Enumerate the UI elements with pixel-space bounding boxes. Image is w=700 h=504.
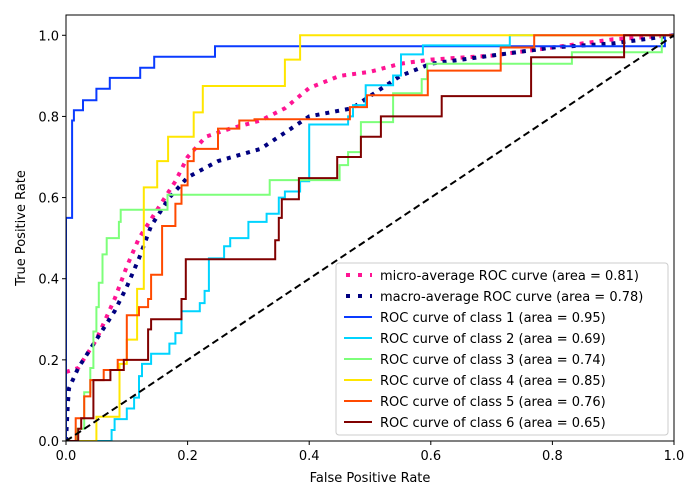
x-tick-label: 0.8 [542,449,563,464]
y-tick-label: 0.6 [38,192,59,207]
y-axis-label: True Positive Rate [14,170,29,287]
roc-curve-micro-average [66,33,674,374]
legend-item: micro-average ROC curve (area = 0.81) [346,269,639,284]
legend-label: macro-average ROC curve (area = 0.78) [380,290,643,305]
roc-curve-class-2 [66,34,674,441]
legend-label: ROC curve of class 5 (area = 0.76) [380,395,606,410]
y-tick-label: 0.8 [38,110,59,125]
legend-item: ROC curve of class 6 (area = 0.65) [344,416,606,431]
legend-label: ROC curve of class 6 (area = 0.65) [380,416,606,431]
plot-frame [65,14,675,442]
legend-item: macro-average ROC curve (area = 0.78) [346,290,643,305]
roc-curve-class-5 [66,34,674,441]
legend-label: micro-average ROC curve (area = 0.81) [380,269,639,284]
curves-layer [66,33,674,441]
x-tick-label: 0.6 [420,449,441,464]
x-tick-label: 1.0 [664,449,685,464]
x-tick-label: 0.2 [177,449,198,464]
roc-curve-class-4 [66,34,674,441]
legend-item: ROC curve of class 3 (area = 0.74) [344,353,606,368]
legend-item: ROC curve of class 1 (area = 0.95) [344,311,606,326]
y-tick-label: 0.2 [38,354,59,369]
legend-label: ROC curve of class 1 (area = 0.95) [380,311,606,326]
x-axis-label: False Positive Rate [310,471,431,486]
x-axis: 0.0 0.2 0.4 0.6 0.8 1.0 [56,441,685,464]
legend-label: ROC curve of class 2 (area = 0.69) [380,332,606,347]
x-tick-label: 0.0 [56,449,77,464]
x-tick-label: 0.4 [299,449,320,464]
legend-label: ROC curve of class 4 (area = 0.85) [380,374,606,389]
y-tick-label: 1.0 [38,29,59,44]
roc-curve-macro-average [66,33,674,441]
legend-item: ROC curve of class 4 (area = 0.85) [344,374,606,389]
y-tick-label: 0.4 [38,273,59,288]
legend-item: ROC curve of class 5 (area = 0.76) [344,395,606,410]
chance-diagonal [66,34,674,441]
y-axis: 0.0 0.2 0.4 0.6 0.8 1.0 [38,29,66,450]
legend-label: ROC curve of class 3 (area = 0.74) [380,353,606,368]
legend-box [335,262,669,436]
y-tick-label: 0.0 [38,435,59,450]
roc-curve-class-6 [66,34,674,441]
legend: micro-average ROC curve (area = 0.81) mac… [335,262,669,436]
legend-item: ROC curve of class 2 (area = 0.69) [344,332,606,347]
roc-curve-class-1 [66,34,674,441]
